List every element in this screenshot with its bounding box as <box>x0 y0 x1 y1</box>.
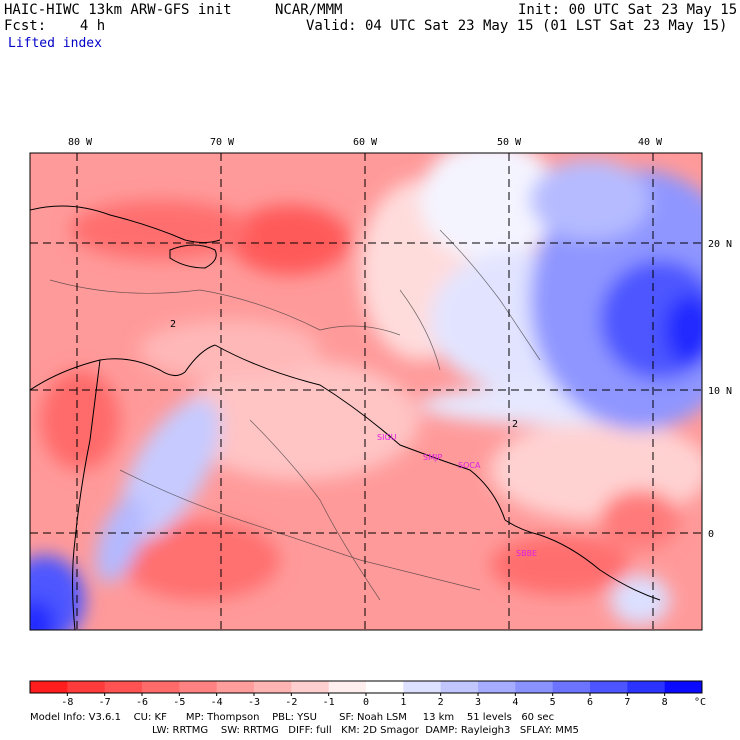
colorbar-tick-label: -7 <box>99 697 111 708</box>
colorbar: -8 -7 -6 -5 -4 -3 -2 -1 0 1 2 3 4 5 6 7 8 °C <box>29 680 706 708</box>
colorbar-tick-label: 2 <box>438 697 444 708</box>
longitude-labels: 80 W 70 W 60 W 50 W 40 W <box>68 137 663 148</box>
colorbar-tick-label: 4 <box>512 697 518 708</box>
colorbar-swatch <box>291 681 330 693</box>
init-time: Init: 00 UTC Sat 23 May 15 <box>518 2 738 18</box>
lat-label: 0 <box>708 529 714 540</box>
lon-label: 70 W <box>210 137 235 148</box>
station-label-sigu: SIGU <box>377 433 397 442</box>
field-name: Lifted index <box>8 36 102 51</box>
colorbar-tick-label: 1 <box>400 697 406 708</box>
colorbar-swatch <box>403 681 442 693</box>
colorbar-tick-label: -1 <box>323 697 335 708</box>
colorbar-swatch <box>179 681 218 693</box>
colorbar-tick-label: 3 <box>475 697 481 708</box>
colorbar-tick-label: 0 <box>363 697 369 708</box>
valid-time: Valid: 04 UTC Sat 23 May 15 (01 LST Sat … <box>306 18 728 34</box>
model-title: HAIC-HIWC 13km ARW-GFS init <box>4 2 232 18</box>
colorbar-tick-label: -6 <box>136 697 148 708</box>
colorbar-swatch <box>67 681 106 693</box>
colorbar-swatch <box>142 681 180 693</box>
colorbar-swatch <box>30 681 68 693</box>
colorbar-swatch <box>664 681 703 693</box>
colorbar-tick-label: 6 <box>587 697 593 708</box>
colorbar-tick-label: 7 <box>624 697 630 708</box>
colorbar-swatch <box>328 681 367 693</box>
station-label-smjp: SMJP <box>423 453 442 462</box>
colorbar-swatch <box>366 681 404 693</box>
colorbar-tick-label: -5 <box>173 697 185 708</box>
latitude-labels: 20 N 10 N 0 <box>708 239 732 540</box>
colorbar-swatch <box>552 681 591 693</box>
colorbar-tick-label: -2 <box>285 697 297 708</box>
colorbar-tick-label: 5 <box>550 697 556 708</box>
colorbar-swatch <box>254 681 292 693</box>
org-label: NCAR/MMM <box>275 2 343 18</box>
lat-lon-grid <box>30 153 702 630</box>
station-markers: SIGU SMJP SOCA SBBE <box>377 433 537 558</box>
lon-label: 60 W <box>353 137 378 148</box>
lon-label: 80 W <box>68 137 93 148</box>
colorbar-tick-label: -3 <box>248 697 260 708</box>
colorbar-swatch <box>515 681 554 693</box>
contour-label: 2 <box>170 319 176 330</box>
forecast-hour: Fcst: 4 h <box>4 18 106 34</box>
colorbar-tick-label: -4 <box>211 697 223 708</box>
station-label-soca: SOCA <box>458 461 481 470</box>
lon-label: 40 W <box>638 137 663 148</box>
map-frame <box>29 152 703 631</box>
colorbar-swatch <box>440 681 479 693</box>
lifted-index-field <box>30 153 702 630</box>
colorbar-tick-label: -8 <box>61 697 73 708</box>
colorbar-swatch <box>590 681 628 693</box>
physics-info-line: LW: RRTMG SW: RRTMG DIFF: full KM: 2D Sm… <box>152 725 579 736</box>
model-info-line: Model Info: V3.6.1 CU: KF MP: Thompson P… <box>30 712 555 723</box>
lat-label: 10 N <box>708 386 732 397</box>
station-label-sbbe: SBBE <box>516 549 537 558</box>
colorbar-swatch <box>478 681 516 693</box>
contour-label: 2 <box>512 419 518 430</box>
colorbar-swatch <box>216 681 255 693</box>
lat-label: 20 N <box>708 239 732 250</box>
colorbar-tick-label: 8 <box>662 697 668 708</box>
colorbar-swatch <box>104 681 143 693</box>
colorbar-swatch <box>627 681 666 693</box>
lon-label: 50 W <box>497 137 522 148</box>
colorbar-unit: °C <box>694 697 706 708</box>
